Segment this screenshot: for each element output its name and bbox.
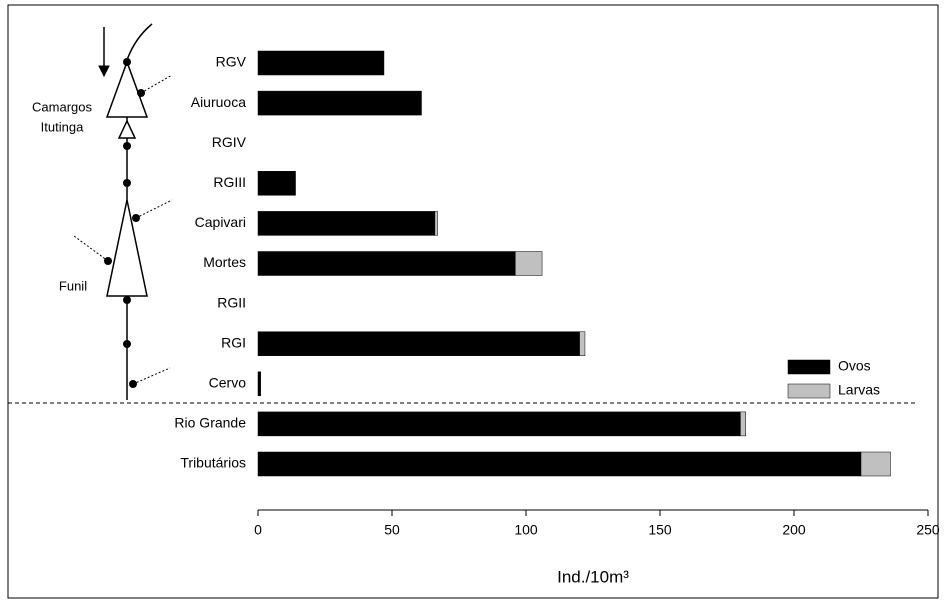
y-tick-label: Cervo <box>209 375 247 391</box>
y-tick-label: Capivari <box>195 214 246 230</box>
bar-segment <box>257 171 296 196</box>
annotation: Funil <box>59 278 87 293</box>
bar-segment <box>257 50 385 76</box>
bar-segment <box>257 211 436 236</box>
y-tick-label: Aiuruoca <box>191 94 246 110</box>
y-tick-label: RGIII <box>213 174 246 190</box>
y-tick-label: RGII <box>217 294 246 310</box>
bar-segment <box>257 251 516 276</box>
y-tick-label: Tributários <box>180 455 246 471</box>
annotation: Itutinga <box>41 119 84 134</box>
legend-swatch <box>787 359 831 375</box>
legend-label: Ovos <box>838 358 871 374</box>
legend-label: Larvas <box>838 382 880 398</box>
y-tick-label: Mortes <box>203 254 246 270</box>
y-tick-label: RGI <box>221 334 246 350</box>
bar-segment <box>515 251 543 276</box>
bar-segment <box>257 331 580 356</box>
frame <box>7 4 939 599</box>
bar-segment <box>434 211 438 236</box>
y-tick-label: RGIV <box>212 134 247 150</box>
x-tick-label: 200 <box>782 522 806 538</box>
y-tick-label: RGV <box>216 54 247 70</box>
bar-segment <box>257 90 422 116</box>
x-tick-label: 150 <box>648 522 672 538</box>
bar-segment <box>579 331 586 356</box>
bar-segment <box>860 451 891 477</box>
bar-segment <box>257 371 261 397</box>
x-tick-label: 50 <box>384 522 400 538</box>
legend-swatch <box>787 383 831 399</box>
annotation: Camargos <box>32 99 92 114</box>
x-tick-label: 0 <box>254 522 262 538</box>
x-tick-label: 250 <box>916 522 940 538</box>
x-axis-label: Ind./10m³ <box>557 567 629 586</box>
y-tick-label: Rio Grande <box>174 415 246 431</box>
bar-segment <box>740 411 747 437</box>
bar-segment <box>257 411 741 437</box>
river-diagram <box>73 23 173 400</box>
bar-segment <box>257 451 862 477</box>
x-tick-label: 100 <box>514 522 538 538</box>
